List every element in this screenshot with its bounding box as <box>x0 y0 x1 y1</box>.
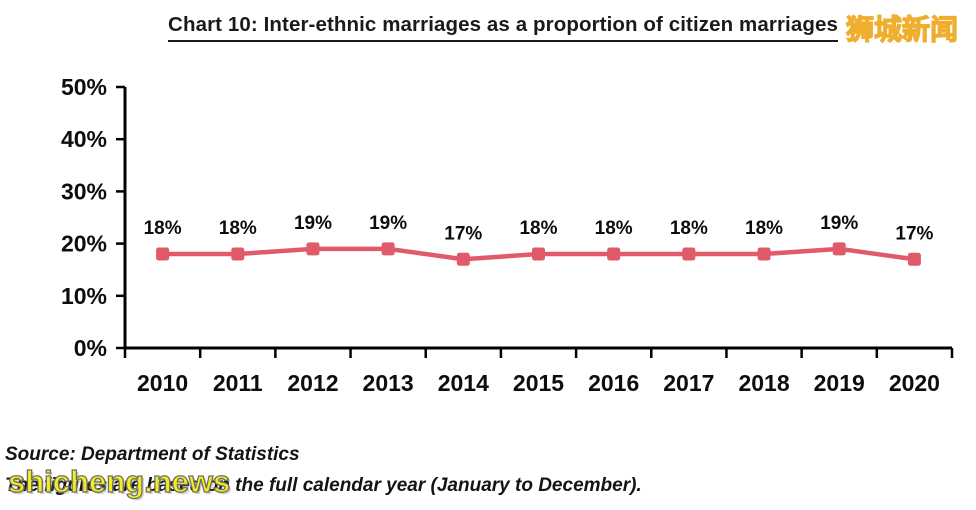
data-point-marker <box>757 247 771 261</box>
y-tick-label: 50% <box>61 74 107 100</box>
data-label: 18% <box>144 218 182 239</box>
chart-title: Chart 10: Inter-ethnic marriages as a pr… <box>168 13 838 42</box>
source-note: Source: Department of Statistics <box>5 444 300 465</box>
x-tick-label: 2018 <box>738 370 789 396</box>
x-tick-label: 2014 <box>438 370 489 396</box>
data-label: 18% <box>595 218 633 239</box>
watermark-bottom: shicheng.news <box>7 463 231 499</box>
data-point-marker <box>907 252 921 266</box>
x-tick-label: 2010 <box>137 370 188 396</box>
x-tick-label: 2012 <box>287 370 338 396</box>
data-label: 19% <box>294 213 332 234</box>
data-label: 17% <box>444 223 482 244</box>
y-tick-label: 0% <box>74 335 107 361</box>
data-point-marker <box>456 252 470 266</box>
data-point-marker <box>156 247 170 261</box>
x-tick-label: 2016 <box>588 370 639 396</box>
data-label: 18% <box>519 218 557 239</box>
data-point-marker <box>832 242 846 256</box>
data-point-marker <box>381 242 395 256</box>
y-tick-label: 10% <box>61 283 107 309</box>
x-tick-label: 2020 <box>889 370 940 396</box>
data-point-marker <box>532 247 545 261</box>
data-point-marker <box>231 247 245 261</box>
footnote: The figures are based on the full calend… <box>5 475 642 496</box>
x-tick-label: 2019 <box>814 370 865 396</box>
data-label: 19% <box>369 213 407 234</box>
data-label: 19% <box>820 213 858 234</box>
x-tick-label: 2015 <box>513 370 564 396</box>
y-tick-label: 40% <box>61 126 107 152</box>
data-label: 18% <box>745 218 783 239</box>
y-tick-label: 30% <box>61 178 107 204</box>
x-tick-label: 2013 <box>363 370 414 396</box>
x-tick-label: 2017 <box>663 370 714 396</box>
data-point-marker <box>306 242 320 256</box>
data-label: 18% <box>219 218 257 239</box>
chart-title-row: Chart 10: Inter-ethnic marriages as a pr… <box>30 13 976 42</box>
y-tick-label: 20% <box>61 231 107 257</box>
data-label: 18% <box>670 218 708 239</box>
x-tick-label: 2011 <box>213 370 263 396</box>
data-label: 17% <box>895 223 933 244</box>
data-point-marker <box>682 247 696 261</box>
data-point-marker <box>607 247 621 261</box>
watermark-top: 狮城新闻 <box>845 14 959 46</box>
